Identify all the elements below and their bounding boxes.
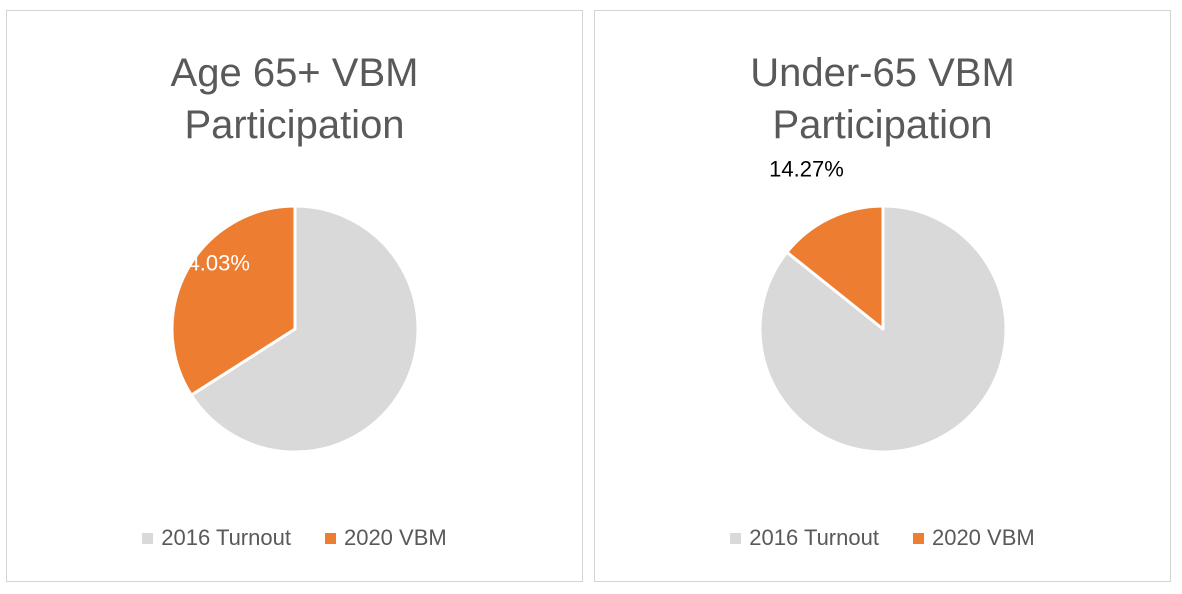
pie-slice-2020-vbm <box>170 204 297 397</box>
legend-swatch <box>730 532 742 544</box>
chart-panel-under-65: Under-65 VBM Participation 14.27% 2016 T… <box>594 10 1171 582</box>
legend-label: 2016 Turnout <box>161 525 291 550</box>
pie-chart: 34.03% <box>170 204 420 454</box>
data-label: 14.27% <box>769 156 844 181</box>
legend-item-2016-turnout: 2016 Turnout <box>142 525 291 551</box>
legend-label: 2016 Turnout <box>749 525 879 550</box>
legend-label: 2020 VBM <box>343 525 447 550</box>
legend: 2016 Turnout 2020 VBM <box>7 525 582 551</box>
legend: 2016 Turnout 2020 VBM <box>595 525 1170 551</box>
chart-title: Age 65+ VBM Participation <box>170 51 419 147</box>
legend-swatch <box>324 532 336 544</box>
legend-item-2020-vbm: 2020 VBM <box>324 525 447 551</box>
chart-panel-age-65-plus: Age 65+ VBM Participation 34.03% 2016 Tu… <box>6 10 583 582</box>
legend-swatch <box>142 532 154 544</box>
legend-label: 2020 VBM <box>931 525 1035 550</box>
pie-slice-2016-turnout <box>189 204 420 454</box>
legend-swatch <box>912 532 924 544</box>
data-label: 34.03% <box>175 251 250 276</box>
pie-slice-2020-vbm <box>785 204 885 331</box>
pie-chart: 14.27% <box>758 156 1008 454</box>
chart-title: Under-65 VBM Participation <box>750 51 1015 147</box>
legend-item-2016-turnout: 2016 Turnout <box>730 525 879 551</box>
legend-item-2020-vbm: 2020 VBM <box>912 525 1035 551</box>
